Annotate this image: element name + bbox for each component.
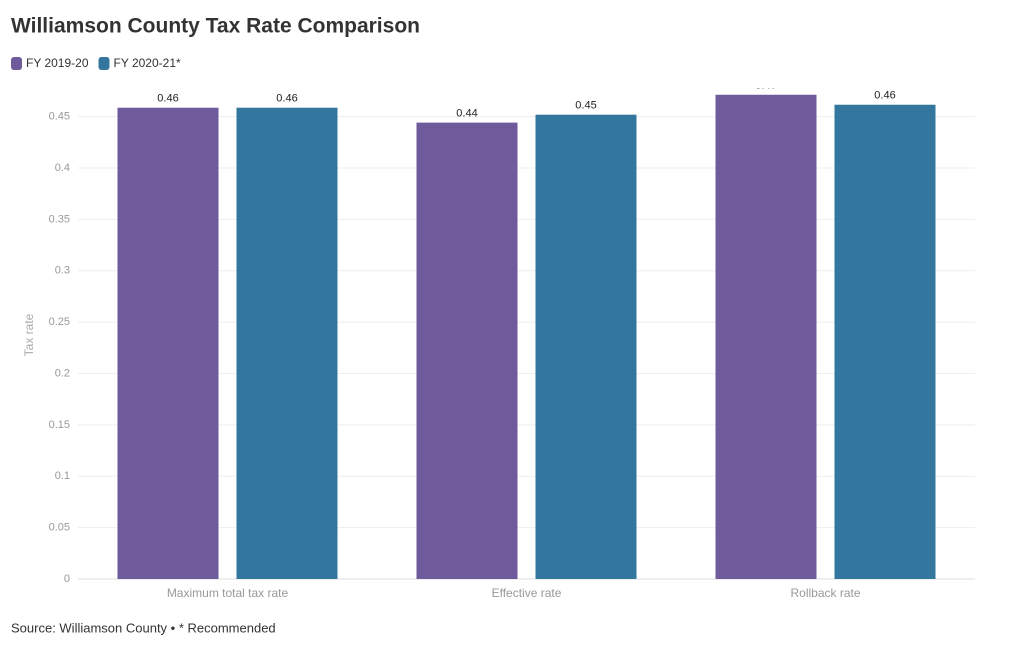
- value-label: 0.45: [575, 100, 596, 112]
- grid: 0 0.05 0.1 0.15 0.2 0.25 0.3 0.35 0.4 0.45 Maximum…: [49, 111, 975, 600]
- legend-label: FY 2019-20: [26, 56, 89, 70]
- y-tick-label: 0.2: [55, 367, 70, 379]
- legend-swatch: [98, 57, 110, 70]
- bar: [117, 107, 219, 580]
- bar: [715, 94, 817, 579]
- y-tick-label: 0: [64, 573, 70, 585]
- x-tick-label: Rollback rate: [790, 586, 860, 600]
- value-label: 0.46: [874, 90, 895, 102]
- bar: [834, 104, 936, 579]
- y-tick-label: 0.25: [49, 316, 70, 328]
- source: Source: Williamson County • * Recommende…: [11, 620, 276, 635]
- bar: [236, 107, 338, 580]
- y-tick-label: 0.1: [55, 470, 70, 482]
- value-label: 0.44: [456, 108, 477, 120]
- legend-label: FY 2020-21*: [114, 56, 181, 70]
- bar: [416, 122, 518, 579]
- value-label: 0.47: [755, 80, 776, 92]
- x-tick-label: Effective rate: [492, 586, 562, 600]
- value-label: 0.46: [157, 93, 178, 105]
- x-tick-label: Maximum total tax rate: [167, 586, 289, 600]
- value-label: 0.46: [276, 93, 297, 105]
- y-tick-label: 0.4: [55, 162, 70, 174]
- y-tick-label: 0.3: [55, 265, 70, 277]
- y-tick-label: 0.15: [49, 419, 70, 431]
- y-tick-label: 0.05: [49, 522, 70, 534]
- bars: 0.46 0.46 0.44 0.45 0.47 0.46: [117, 80, 936, 580]
- y-tick-label: 0.35: [49, 213, 70, 225]
- legend: FY 2019-20 FY 2020-21*: [11, 56, 181, 70]
- chart-title: Williamson County Tax Rate Comparison: [11, 15, 420, 38]
- bar: [535, 114, 637, 579]
- y-axis-label: Tax rate: [22, 313, 36, 356]
- y-tick-label: 0.45: [49, 111, 70, 123]
- legend-swatch: [11, 57, 22, 70]
